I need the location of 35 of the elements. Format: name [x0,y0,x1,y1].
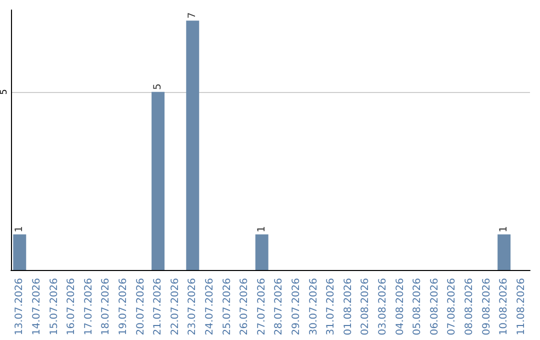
x-tick-label: 13.07.2026 [14,278,26,336]
x-tick-label: 03.08.2026 [377,278,388,336]
x-tick-label: 06.08.2026 [429,278,440,336]
data-label: 1 [256,226,268,232]
x-tick-label: 22.07.2026 [170,278,181,336]
x-tick-label: 31.07.2026 [326,278,337,336]
x-tick-label: 10.08.2026 [498,278,510,336]
x-tick-label: 28.07.2026 [274,278,285,336]
data-label: 1 [498,226,510,232]
x-tick-label: 02.08.2026 [360,278,372,336]
x-tick-label: 11.08.2026 [516,278,527,336]
x-tick-label: 29.07.2026 [290,278,302,336]
data-label: 1 [14,226,26,232]
x-tick-label: 21.07.2026 [152,278,164,336]
x-tick-label: 09.08.2026 [481,278,492,336]
x-tick-label: 17.07.2026 [83,278,94,336]
x-tick-label: 08.08.2026 [464,278,475,336]
data-label: 5 [152,84,164,90]
x-tick-label: 01.08.2026 [342,278,354,336]
x-tick-label: 04.08.2026 [394,278,406,336]
x-tick-label: 30.07.2026 [308,278,320,336]
x-tick-label: 26.07.2026 [239,278,250,336]
x-tick-label: 18.07.2026 [100,278,112,336]
x-tick-label: 25.07.2026 [222,278,233,336]
x-tick-label: 24.07.2026 [204,278,216,336]
x-tick-label: 05.08.2026 [412,278,424,336]
data-label: 7 [187,12,198,19]
x-tick-label: 14.07.2026 [31,278,42,336]
x-tick-label: 07.08.2026 [446,278,458,336]
x-tick-label: 15.07.2026 [48,278,60,336]
x-tick-label: 23.07.2026 [187,278,198,336]
x-tick-label: 16.07.2026 [66,278,78,336]
x-tick-label: 27.07.2026 [256,278,268,336]
x-tick-label: 19.07.2026 [118,278,129,336]
x-tick-label: 20.07.2026 [135,278,146,336]
